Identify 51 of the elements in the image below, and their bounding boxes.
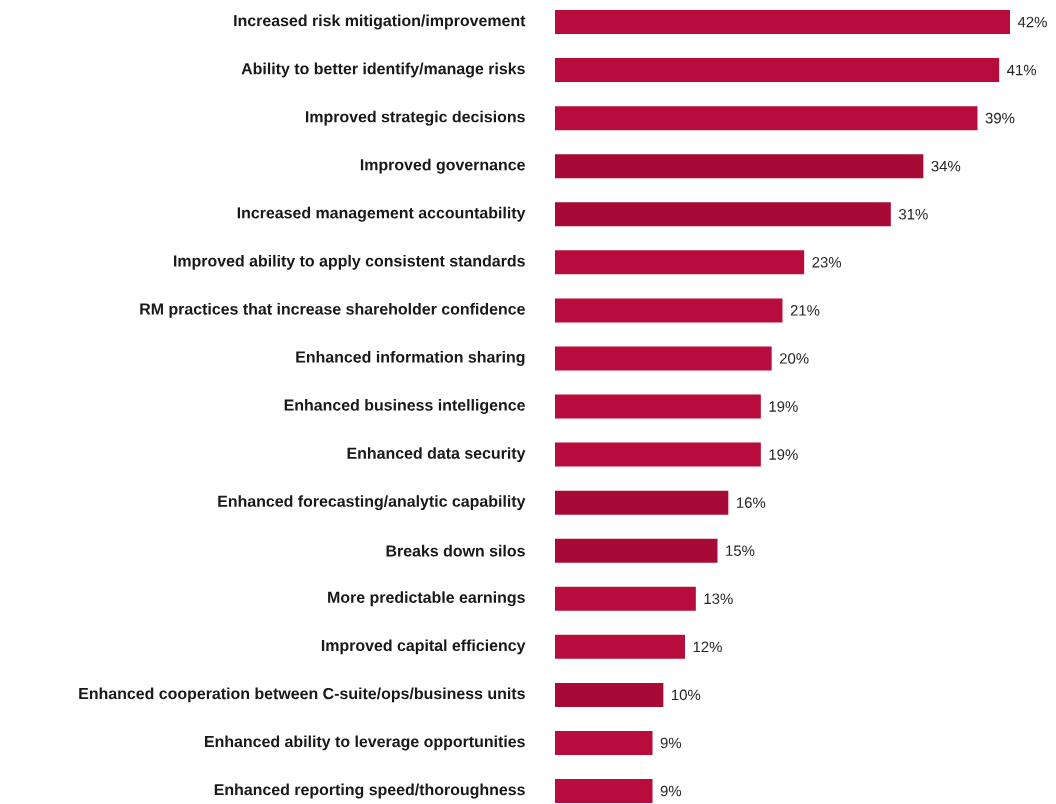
data-label: 19% — [769, 401, 798, 412]
bar — [555, 779, 653, 804]
bar — [555, 10, 1010, 34]
y-tick-label: Enhanced reporting speed/thoroughness — [214, 783, 525, 799]
bar — [555, 250, 805, 275]
data-label: 31% — [898, 208, 928, 220]
y-tick-label: RM practices that increase shareholder confidence — [140, 302, 525, 318]
data-label: 10% — [672, 689, 701, 701]
y-tick-label: Increased risk mitigation/improvement — [234, 14, 526, 30]
bar — [555, 490, 729, 515]
data-label: 9% — [660, 785, 682, 797]
bar — [555, 634, 685, 659]
bar — [555, 106, 978, 131]
bar — [555, 346, 772, 371]
data-label: 16% — [737, 497, 766, 508]
y-tick-label: Breaks down silos — [386, 544, 525, 557]
bar — [555, 202, 891, 227]
data-label: 12% — [693, 641, 722, 653]
bar — [555, 154, 924, 179]
data-label: 20% — [779, 353, 809, 364]
bar — [555, 586, 696, 611]
bar — [555, 442, 761, 467]
y-tick-label: More predictable earnings — [328, 591, 525, 607]
data-label: 21% — [790, 305, 820, 316]
y-tick-label: Improved ability to apply consistent standards — [174, 254, 525, 270]
data-label: 39% — [985, 112, 1015, 124]
y-tick-label: Enhanced forecasting/analytic capability — [218, 495, 526, 511]
y-tick-label: Improved capital efficiency — [321, 639, 526, 655]
y-tick-label: Enhanced business intelligence — [284, 399, 525, 414]
bar — [555, 298, 783, 323]
y-tick-label: Enhanced cooperation between C-suite/ops/business units — [79, 687, 525, 703]
y-tick-label: Improved strategic decisions — [305, 110, 525, 126]
bar — [555, 58, 1000, 83]
data-label: 19% — [769, 449, 798, 460]
bar — [555, 682, 664, 707]
y-tick-label: Enhanced information sharing — [296, 350, 525, 366]
y-tick-label: Improved governance — [360, 158, 525, 174]
y-tick-label: Enhanced data security — [347, 447, 526, 462]
bar — [555, 394, 761, 419]
bar — [555, 538, 718, 563]
data-label: 23% — [812, 257, 842, 268]
data-label: 41% — [1007, 64, 1037, 76]
data-label: 9% — [660, 737, 682, 749]
data-label: 15% — [726, 545, 755, 556]
data-label: 13% — [704, 593, 733, 605]
y-tick-label: Enhanced ability to leverage opportunities — [205, 735, 525, 751]
data-label: 34% — [931, 160, 961, 172]
y-tick-label: Increased management accountability — [237, 206, 526, 222]
y-tick-label: Ability to better identify/manage risks — [241, 62, 525, 78]
data-label: 42% — [1017, 16, 1047, 28]
bar — [555, 730, 653, 755]
